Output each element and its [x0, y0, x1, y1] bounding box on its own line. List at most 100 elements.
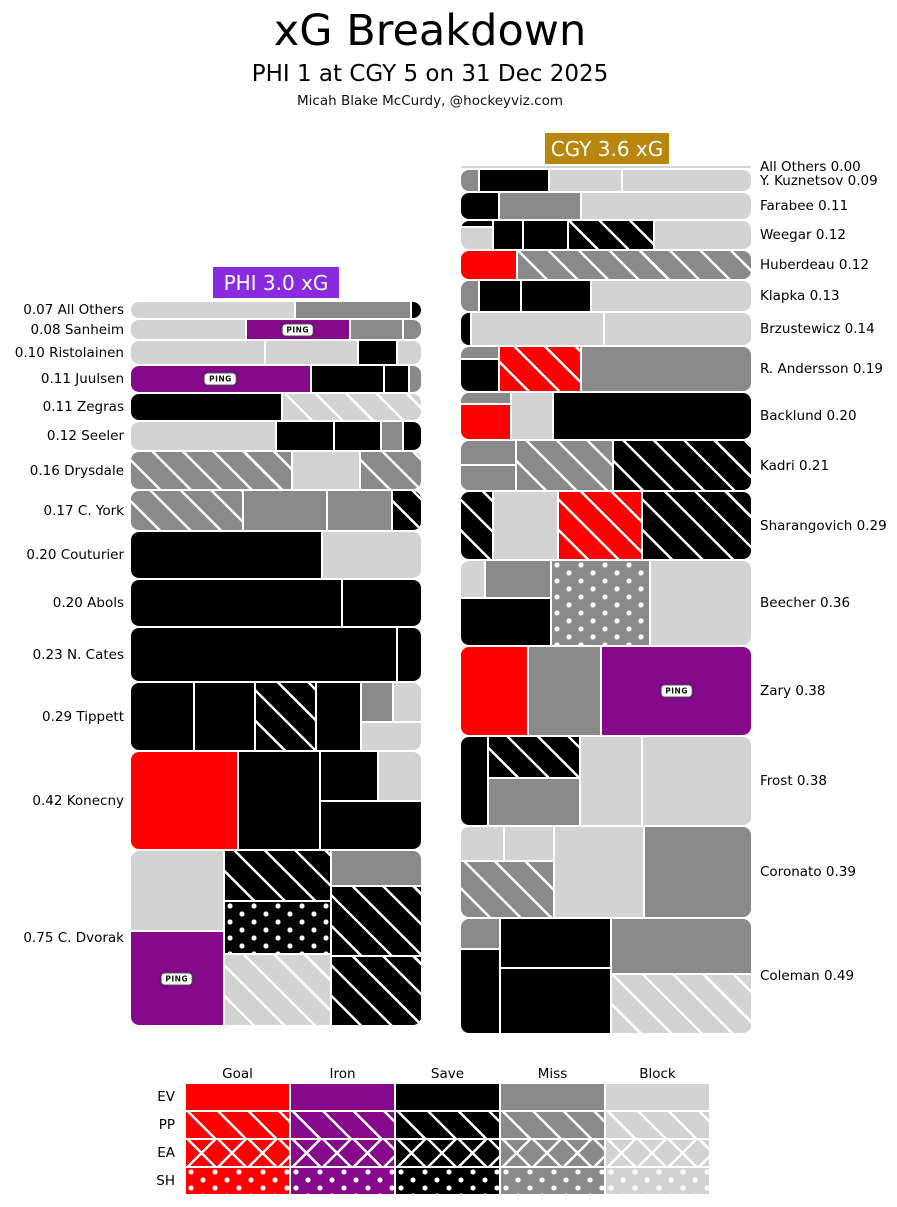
shot-cell-goal-EV	[461, 404, 510, 439]
shot-cell-save-EV	[461, 360, 499, 391]
legend-row-label-SH: SH	[156, 1173, 175, 1189]
shot-cell-save-EV	[131, 683, 194, 750]
bar-segment	[511, 393, 552, 439]
bar-segment	[643, 737, 751, 825]
shot-cell-block-PP	[612, 974, 751, 1033]
shot-cell-save-EV	[320, 801, 421, 849]
player-label: All Others 0.00	[760, 159, 861, 175]
legend-col-header-block: Block	[639, 1066, 676, 1082]
shot-cell-save-EV	[131, 532, 322, 578]
shot-cell-miss-PP	[131, 491, 242, 530]
bar-segment	[480, 281, 520, 311]
legend-cell-miss-SH	[501, 1168, 604, 1194]
shot-cell-block-EV	[393, 683, 421, 722]
cgy-chart: All Others 0.00 Y. Kuznetsov 0.09 Farabee …	[461, 159, 887, 1035]
bar-segment	[398, 341, 421, 364]
bar-segment	[494, 221, 523, 249]
player-shot-bar: PING	[131, 366, 421, 392]
player-row: Frost 0.38	[461, 737, 827, 825]
bar-subrow	[558, 492, 642, 559]
bar-subrow	[500, 193, 581, 219]
shot-cell-block-EV	[550, 170, 622, 191]
player-shot-bar	[461, 919, 751, 1033]
shot-cell-block-EV	[505, 827, 553, 861]
player-row: 0.11 Zegras	[43, 394, 421, 420]
shot-cell-block-EV	[398, 341, 421, 364]
bar-subrow	[131, 320, 245, 339]
player-row: Huberdeau 0.12	[461, 251, 869, 279]
player-shot-bar	[461, 251, 751, 279]
bar-segment	[131, 320, 245, 339]
player-label: 0.20 Couturier	[26, 547, 124, 563]
bar-segment	[409, 366, 421, 392]
shot-cell-block-EV	[131, 341, 265, 364]
bar-segment	[361, 683, 421, 750]
shot-cell-miss-PP	[131, 452, 292, 489]
shot-cell-save-EV	[311, 366, 383, 392]
player-label: 0.08 Sanheim	[30, 321, 124, 338]
bar-segment	[131, 683, 194, 750]
shot-cell-block-EV	[293, 452, 359, 489]
player-shot-bar	[131, 752, 421, 849]
bar-segment	[243, 491, 327, 530]
bar-subrow	[403, 320, 421, 339]
shot-cell-save-EV	[461, 599, 550, 645]
shot-cell-block-EV	[131, 851, 223, 931]
shot-cell-save-EV	[131, 394, 281, 420]
shot-cell-save-SH	[224, 902, 331, 954]
player-shot-bar	[131, 422, 421, 450]
player-shot-bar	[131, 532, 421, 578]
player-shot-bar	[131, 580, 421, 626]
shot-cell-iron-EV: PING	[131, 366, 310, 392]
legend-cell-goal-EA	[186, 1140, 289, 1166]
shot-cell-save-PP	[488, 737, 580, 777]
player-row: 0.23 N. Cates	[33, 628, 421, 681]
player-row: Backlund 0.20	[461, 393, 857, 439]
bar-segment	[623, 170, 751, 191]
bar-subrow	[511, 393, 552, 439]
shot-cell-save-EV	[276, 422, 334, 450]
player-shot-bar	[131, 341, 421, 364]
shot-cell-block-EV	[471, 313, 604, 345]
shot-cell-block-EV	[131, 422, 275, 450]
bar-subrow	[461, 281, 479, 311]
shot-cell-save-EV	[461, 950, 499, 1033]
shot-cell-save-EV	[195, 683, 255, 750]
player-shot-bar	[461, 313, 751, 345]
bar-segment	[403, 320, 421, 339]
bar-subrow	[488, 737, 580, 777]
bar-segment: PING	[246, 320, 349, 339]
shot-cell-miss-EV	[461, 441, 516, 464]
player-row: Coleman 0.49	[461, 919, 854, 1033]
shot-cell-save-EV	[238, 752, 319, 849]
bar-subrow	[613, 441, 751, 490]
bar-subrow	[461, 347, 499, 359]
shot-cell-miss-EV	[409, 366, 421, 392]
bar-segment	[461, 166, 751, 168]
bar-subrow: PING	[131, 932, 223, 1025]
bar-subrow	[382, 422, 403, 450]
bar-segment	[461, 221, 493, 249]
phi-header-badge: PHI 3.0 xG	[213, 267, 339, 298]
bar-subrow	[296, 302, 411, 318]
bar-segment	[384, 366, 408, 392]
cgy-header-badge: CGY 3.6 xG	[545, 133, 669, 164]
shot-cell-save-EV	[320, 752, 377, 800]
bar-subrow	[131, 752, 237, 849]
bar-segment	[131, 491, 242, 530]
bar-subrow	[131, 851, 223, 931]
legend-cell-save-EA	[396, 1140, 499, 1166]
player-shot-bar: PING	[461, 647, 751, 735]
player-row: PING 0.08 Sanheim	[30, 320, 421, 339]
player-shot-bar	[461, 393, 751, 439]
bar-segment	[350, 320, 402, 339]
shot-cell-save-EV	[524, 221, 567, 249]
player-shot-bar	[131, 452, 421, 489]
player-label: Farabee 0.11	[760, 198, 849, 214]
bar-subrow: PING	[131, 366, 310, 392]
player-shot-bar	[461, 347, 751, 391]
bar-subrow	[461, 393, 510, 403]
shot-cell-save-EV	[480, 170, 549, 191]
shot-cell-block-EV	[650, 561, 751, 645]
bar-segment	[131, 341, 265, 364]
